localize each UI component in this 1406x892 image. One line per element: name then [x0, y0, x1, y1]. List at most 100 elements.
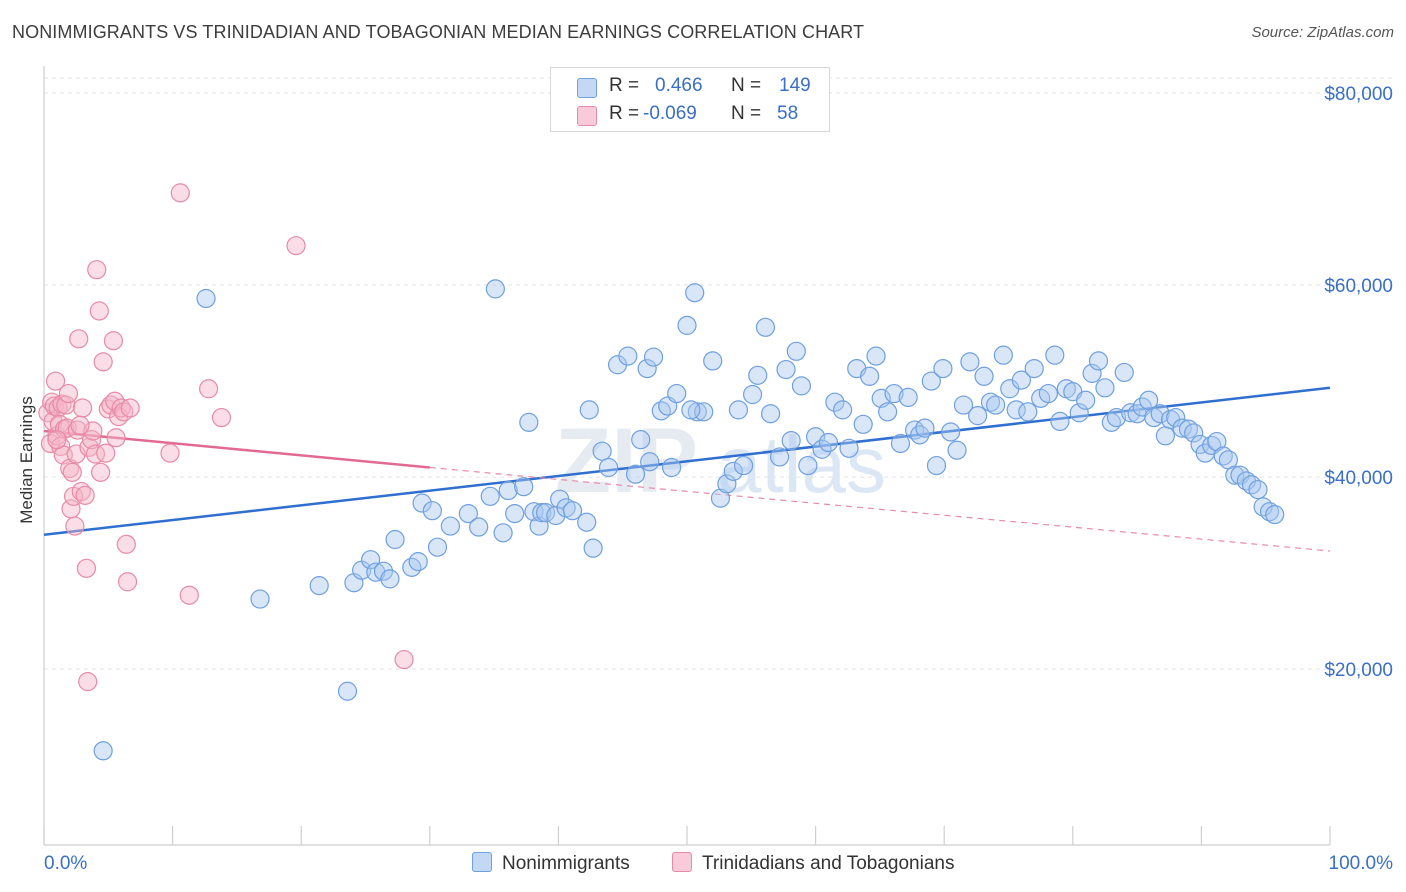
nonimmigrants-point: [941, 422, 961, 442]
trinidadian-point: [62, 462, 82, 482]
nonimmigrants-point: [427, 537, 448, 557]
trinidadian-point: [45, 371, 66, 391]
y-tick-label: $40,000: [1324, 468, 1393, 489]
x-tick-label: 0.0%: [44, 853, 87, 874]
nonimmigrants-point: [667, 383, 687, 404]
nonimmigrants-point: [781, 431, 801, 451]
nonimmigrants-point: [1095, 378, 1115, 398]
trinidadian-point: [48, 398, 68, 418]
nonimmigrants-point: [1018, 402, 1038, 422]
trinidadian-point: [85, 444, 106, 464]
nonimmigrants-point: [1076, 390, 1096, 410]
nonimmigrants-point: [755, 317, 776, 337]
nonimmigrants-point: [833, 400, 853, 420]
nonimmigrants-point: [1150, 404, 1170, 424]
nonimmigrants-point: [703, 351, 723, 371]
trinidadian-point: [286, 236, 306, 256]
x-tick-label: 100.0%: [1329, 853, 1394, 874]
nonimmigrants-point: [1172, 418, 1192, 438]
nonimmigrants-point: [458, 503, 478, 524]
trinidadian-point: [78, 672, 98, 692]
nonimmigrants-point: [480, 486, 500, 506]
trinidadian-point: [71, 481, 91, 502]
chart-source: Source: ZipAtlas.com: [1251, 24, 1394, 41]
y-tick-label: $60,000: [1324, 276, 1393, 297]
nonimmigrants-point: [637, 358, 657, 379]
nonimmigrants-point: [1166, 407, 1186, 428]
nonimmigrants-point: [583, 538, 603, 558]
nonimmigrants-point: [1139, 390, 1159, 410]
bottom-legend-nonimmigrants: Nonimmigrants: [472, 852, 630, 875]
nonimmigrants-point: [866, 346, 886, 366]
trinidadian-point: [70, 415, 90, 435]
nonimmigrants-point: [968, 406, 988, 426]
nonimmigrants-point: [1121, 403, 1141, 423]
nonimmigrants-point: [748, 365, 768, 385]
nonimmigrants-point: [1088, 351, 1109, 371]
nonimmigrants-point: [309, 576, 329, 596]
legend-r-label: R =: [609, 75, 640, 96]
bottom-legend-swatch-blue: [472, 852, 492, 872]
nonimmigrants-point: [974, 366, 994, 386]
nonimmigrants-point: [878, 402, 898, 422]
legend-n-value: 149: [779, 75, 811, 96]
legend-r-value: 0.466: [655, 75, 703, 96]
nonimmigrants-point: [498, 480, 518, 501]
nonimmigrants-point: [1248, 479, 1268, 500]
trinidadian-point: [89, 301, 109, 321]
nonimmigrants-point: [798, 455, 818, 476]
nonimmigrants-point: [733, 455, 754, 476]
nonimmigrants-point: [250, 589, 270, 609]
nonimmigrants-point: [618, 346, 638, 366]
nonimmigrants-point: [1050, 411, 1070, 432]
trinidadian-point: [394, 649, 414, 670]
trinidadian-point: [199, 379, 219, 399]
nonimmigrants-point: [723, 461, 743, 481]
nonimmigrants-point: [681, 400, 701, 420]
nonimmigrants-point: [493, 523, 513, 543]
nonimmigrants-point: [643, 347, 664, 367]
nonimmigrants-point: [960, 352, 980, 372]
trinidadian-trend-line: [43, 429, 430, 469]
data-points: [38, 183, 1285, 761]
trinidadian-point: [160, 443, 180, 463]
nonimmigrants-point: [485, 279, 505, 299]
nonimmigrants-point: [505, 503, 525, 524]
nonimmigrants-point: [625, 464, 646, 484]
nonimmigrants-point: [469, 517, 489, 537]
nonimmigrants-point: [728, 400, 749, 420]
nonimmigrants-point: [953, 395, 974, 415]
nonimmigrants-point: [422, 501, 442, 521]
trinidadian-point: [47, 430, 67, 450]
trinidadian-point: [87, 260, 107, 280]
nonimmigrants-point: [786, 341, 806, 361]
nonimmigrants-point: [760, 404, 781, 424]
nonimmigrants-point: [385, 529, 405, 550]
legend-n-label: N =: [731, 75, 762, 96]
nonimmigrants-point: [791, 376, 812, 396]
nonimmigrants-point: [514, 477, 534, 497]
nonimmigrants-point: [818, 432, 839, 453]
nonimmigrants-point: [884, 383, 904, 404]
bottom-legend-trinidadians: Trinidadians and Tobagonians: [672, 852, 954, 875]
trinidadian-point: [72, 398, 93, 418]
trinidadian-point: [75, 485, 95, 505]
bottom-legend-label: Trinidadians and Tobagonians: [702, 853, 955, 874]
legend-n-label: N =: [731, 103, 762, 124]
y-tick-label: $20,000: [1324, 660, 1393, 681]
trinidadian-point: [211, 407, 232, 428]
nonimmigrants-point: [1155, 426, 1175, 446]
legend-swatch-blue: [577, 78, 597, 98]
trinidadian-point: [179, 585, 199, 605]
nonimmigrants-point: [915, 418, 935, 438]
nonimmigrants-point: [1265, 504, 1285, 525]
trinidadian-point: [69, 329, 89, 349]
nonimmigrants-point: [1106, 407, 1127, 428]
nonimmigrants-point: [598, 457, 619, 478]
trinidadian-point: [116, 534, 136, 554]
nonimmigrants-point: [898, 387, 918, 408]
trinidadian-point: [65, 516, 85, 536]
nonimmigrants-point: [408, 552, 428, 572]
nonimmigrants-point: [1184, 423, 1204, 443]
